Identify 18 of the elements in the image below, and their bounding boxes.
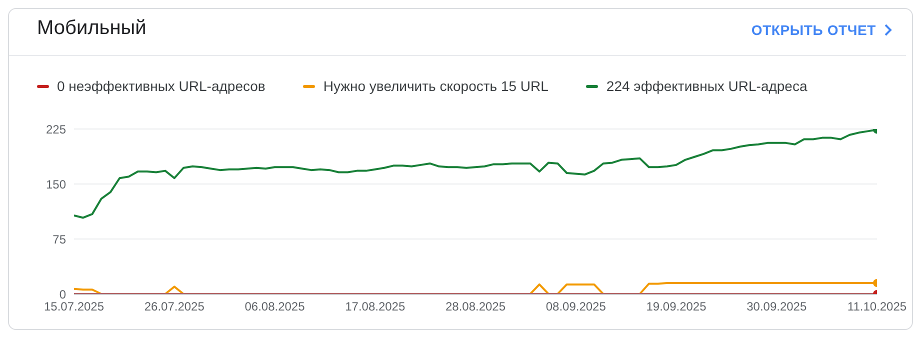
x-tick-label: 26.07.2025 — [144, 300, 205, 314]
x-tick-label: 15.07.2025 — [44, 300, 104, 314]
y-tick-label: 225 — [46, 122, 66, 136]
x-tick-label: 17.08.2025 — [345, 300, 406, 314]
x-tick-label: 28.08.2025 — [445, 300, 506, 314]
x-tick-label: 30.09.2025 — [746, 300, 807, 314]
x-tick-label: 11.10.2025 — [847, 300, 907, 314]
legend-label: 0 неэффективных URL-адресов — [57, 78, 266, 94]
text: ОТКРЫТЬ ОТЧЕТ — [751, 22, 876, 38]
x-tick-label: 19.09.2025 — [646, 300, 707, 314]
y-tick-label: 0 — [59, 287, 66, 302]
x-tick-label: 08.09.2025 — [546, 300, 606, 314]
x-tick-label: 06.08.2025 — [244, 300, 306, 314]
y-tick-label: 150 — [46, 177, 66, 192]
legend-label: Нужно увеличить скорость 15 URL — [323, 78, 548, 94]
chart-title: Мобильный — [37, 17, 146, 40]
y-tick-label: 75 — [52, 232, 66, 246]
legend-label: 224 эффективных URL-адреса — [606, 78, 808, 94]
